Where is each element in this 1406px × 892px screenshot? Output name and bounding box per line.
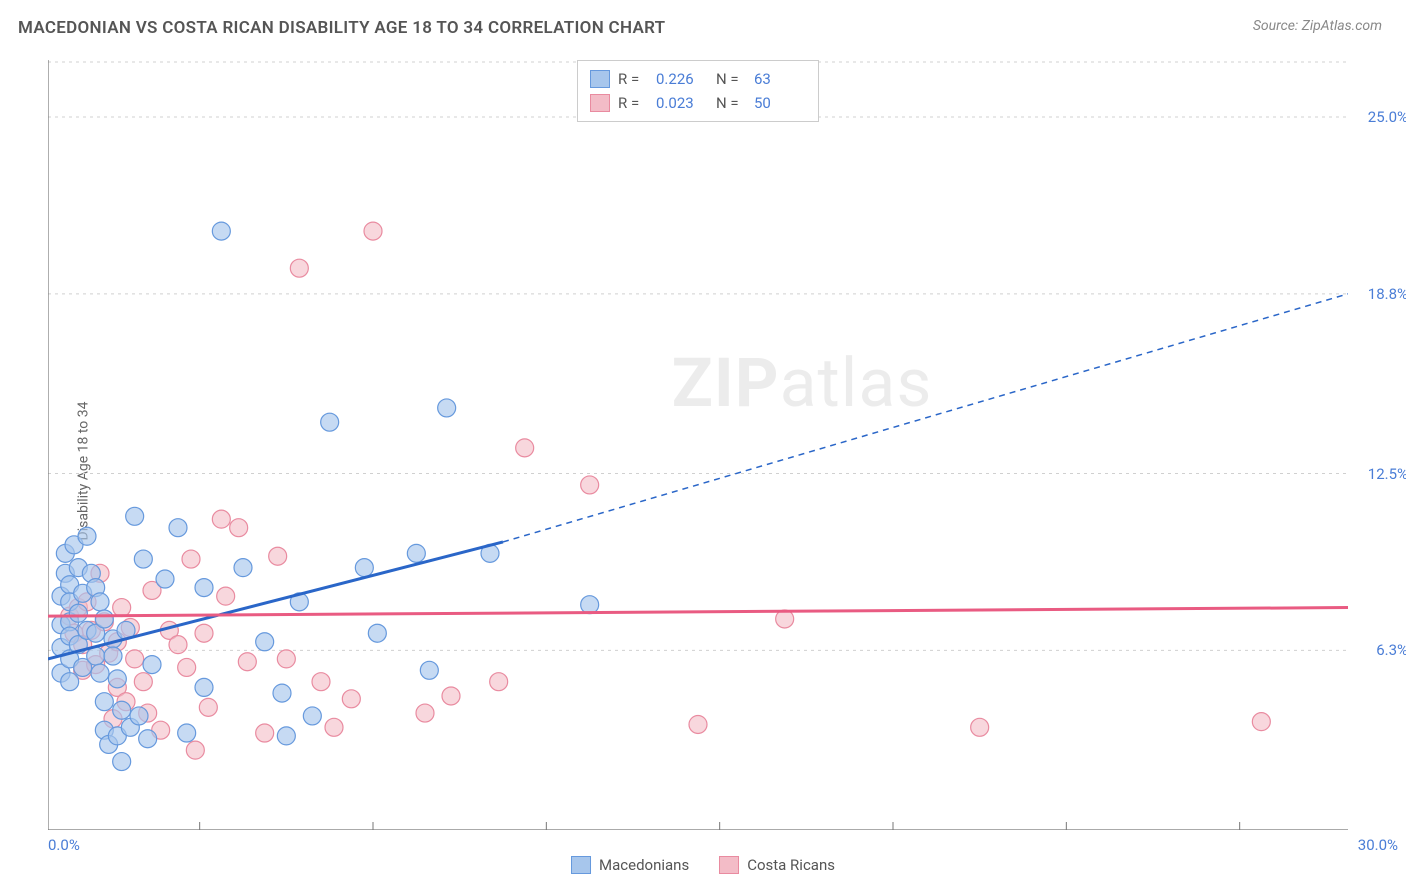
y-tick-label: 18.8% <box>1368 285 1406 303</box>
chart-container: Disability Age 18 to 34 ZIPatlas R = 0.2… <box>0 50 1406 892</box>
y-tick-label: 6.3% <box>1376 641 1406 659</box>
x-tick-min: 0.0% <box>48 836 80 854</box>
legend-item-pink: Costa Ricans <box>719 856 835 874</box>
scatter-svg <box>48 60 1348 830</box>
swatch-blue <box>590 70 610 88</box>
legend-row-pink: R = 0.023 N = 50 <box>590 91 806 115</box>
n-value-pink: 50 <box>754 94 806 112</box>
r-value-pink: 0.023 <box>656 94 708 112</box>
y-tick-label: 12.5% <box>1368 465 1406 483</box>
legend-row-blue: R = 0.226 N = 63 <box>590 67 806 91</box>
chart-title: MACEDONIAN VS COSTA RICAN DISABILITY AGE… <box>18 18 665 38</box>
y-tick-label: 25.0% <box>1368 108 1406 126</box>
r-value-blue: 0.226 <box>656 70 708 88</box>
series-legend: Macedonians Costa Ricans <box>571 856 835 874</box>
r-label: R = <box>618 94 648 112</box>
legend-item-blue: Macedonians <box>571 856 689 874</box>
r-label: R = <box>618 70 648 88</box>
legend-label: Costa Ricans <box>747 856 835 874</box>
swatch-blue <box>571 856 591 874</box>
x-tick-max: 30.0% <box>1358 836 1398 854</box>
n-label: N = <box>716 70 746 88</box>
legend-label: Macedonians <box>599 856 689 874</box>
swatch-pink <box>719 856 739 874</box>
source-attribution: Source: ZipAtlas.com <box>1253 18 1382 34</box>
n-value-blue: 63 <box>754 70 806 88</box>
correlation-legend: R = 0.226 N = 63 R = 0.023 N = 50 <box>577 60 819 122</box>
swatch-pink <box>590 94 610 112</box>
plot-area: ZIPatlas R = 0.226 N = 63 R = 0.023 N = … <box>48 60 1348 830</box>
n-label: N = <box>716 94 746 112</box>
